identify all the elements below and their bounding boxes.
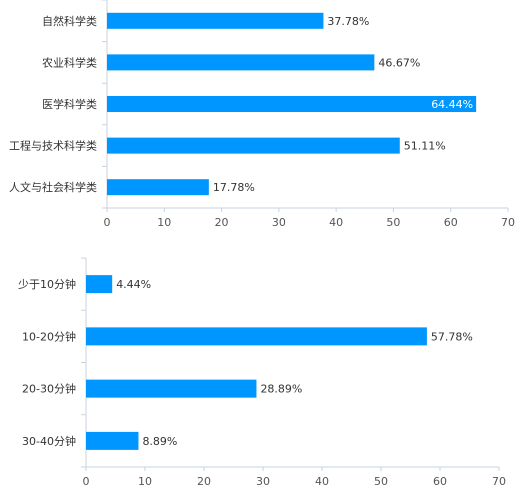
chart-durations: 0 10 20 30 40 50 60 70 少于10分钟 4.44% 10-20分钟 57.78% 2… [18,257,506,488]
bar [86,327,427,346]
data-label: 57.78% [431,330,473,343]
x-tick-label: 20 [197,475,211,488]
x-tick-label: 50 [374,475,388,488]
bar [86,275,113,294]
bar [107,54,375,71]
data-label: 8.89% [142,435,177,448]
bar [86,379,257,398]
bar [107,12,324,29]
bar [107,179,209,196]
category-label: 工程与技术科学类 [9,139,97,153]
x-tick-label: 70 [501,216,515,229]
category-label: 20-30分钟 [22,382,76,396]
bar [107,137,400,154]
category-label: 医学科学类 [42,97,97,111]
x-tick-label: 10 [157,216,171,229]
x-tick-label: 60 [444,216,458,229]
data-label: 37.78% [327,15,369,28]
bar [86,431,139,450]
category-label: 少于10分钟 [18,277,76,291]
category-label: 农业科学类 [42,55,97,69]
data-label: 51.11% [404,140,446,153]
data-label: 17.78% [213,181,255,194]
x-tick-label: 10 [138,475,152,488]
category-label: 人文与社会科学类 [9,180,97,194]
x-tick-label: 40 [315,475,329,488]
category-label: 自然科学类 [42,14,97,28]
category-label: 10-20分钟 [22,329,76,343]
bar [107,96,477,112]
x-tick-label: 30 [256,475,270,488]
x-tick-label: 70 [492,475,506,488]
x-tick-label: 60 [433,475,447,488]
data-label: 4.44% [116,278,151,291]
x-tick-label: 0 [83,475,90,488]
data-label: 28.89% [260,383,302,396]
data-label: 64.44% [431,98,473,111]
chart-disciplines: 0 10 20 30 40 50 60 70 自然科学类 37.78% 农业科学类 46.67% 医学科… [9,0,515,229]
x-tick-label: 40 [329,216,343,229]
x-tick-label: 0 [104,216,111,229]
data-label: 46.67% [378,56,420,69]
x-tick-label: 20 [215,216,229,229]
category-label: 30-40分钟 [22,434,76,448]
x-tick-label: 50 [386,216,400,229]
x-tick-label: 30 [272,216,286,229]
